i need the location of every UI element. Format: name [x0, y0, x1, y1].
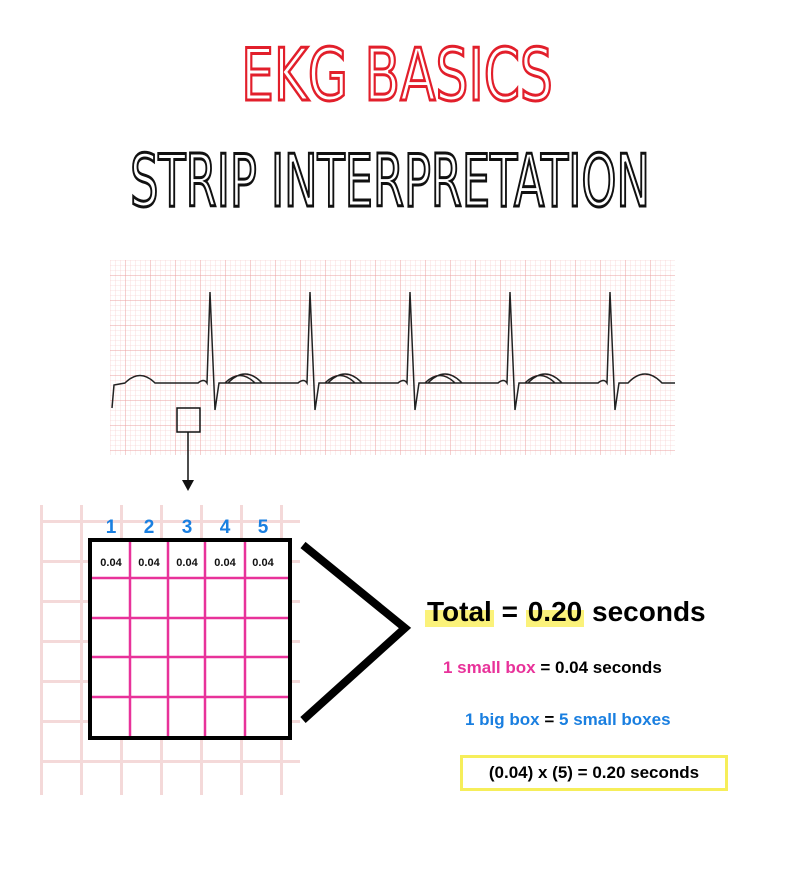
column-number: 4	[220, 517, 231, 538]
small-box-note: 1 small box = 0.04 seconds	[443, 658, 662, 678]
cell-label: 0.04	[100, 557, 122, 569]
cell-label: 0.04	[138, 557, 160, 569]
column-number: 5	[258, 517, 269, 538]
small-box-rest: = 0.04 seconds	[540, 658, 662, 677]
column-number: 2	[144, 517, 155, 538]
total-unit: seconds	[592, 596, 706, 627]
small-box-lines	[90, 540, 290, 738]
cell-label: 0.04	[252, 557, 274, 569]
formula: (0.04) x (5) = 0.20 seconds	[460, 755, 728, 791]
big-box-equals: =	[544, 710, 555, 729]
big-box-fill	[90, 540, 290, 738]
title: EKG BASICS	[241, 33, 553, 117]
big-box-note: 1 big box = 5 small boxes	[465, 710, 671, 730]
column-number: 1	[106, 517, 117, 538]
total-value: 0.20	[525, 596, 585, 627]
subtitle: STRIP INTERPRETATION	[130, 140, 650, 224]
column-number: 3	[182, 517, 193, 538]
total-label: Total	[425, 596, 494, 627]
ekg-waveform	[111, 291, 675, 411]
total-equals: =	[501, 596, 518, 627]
big-box-rest: 5 small boxes	[559, 710, 671, 729]
arrow-head	[182, 480, 194, 491]
big-box-term: 1 big box	[465, 710, 540, 729]
small-box-term: 1 small box	[443, 658, 536, 677]
total-line: Total = 0.20 seconds	[425, 596, 706, 628]
cell-label: 0.04	[214, 557, 236, 569]
ekg-paper	[110, 260, 675, 455]
big-box	[88, 538, 292, 740]
cell-label: 0.04	[176, 557, 198, 569]
chevron	[300, 541, 412, 723]
